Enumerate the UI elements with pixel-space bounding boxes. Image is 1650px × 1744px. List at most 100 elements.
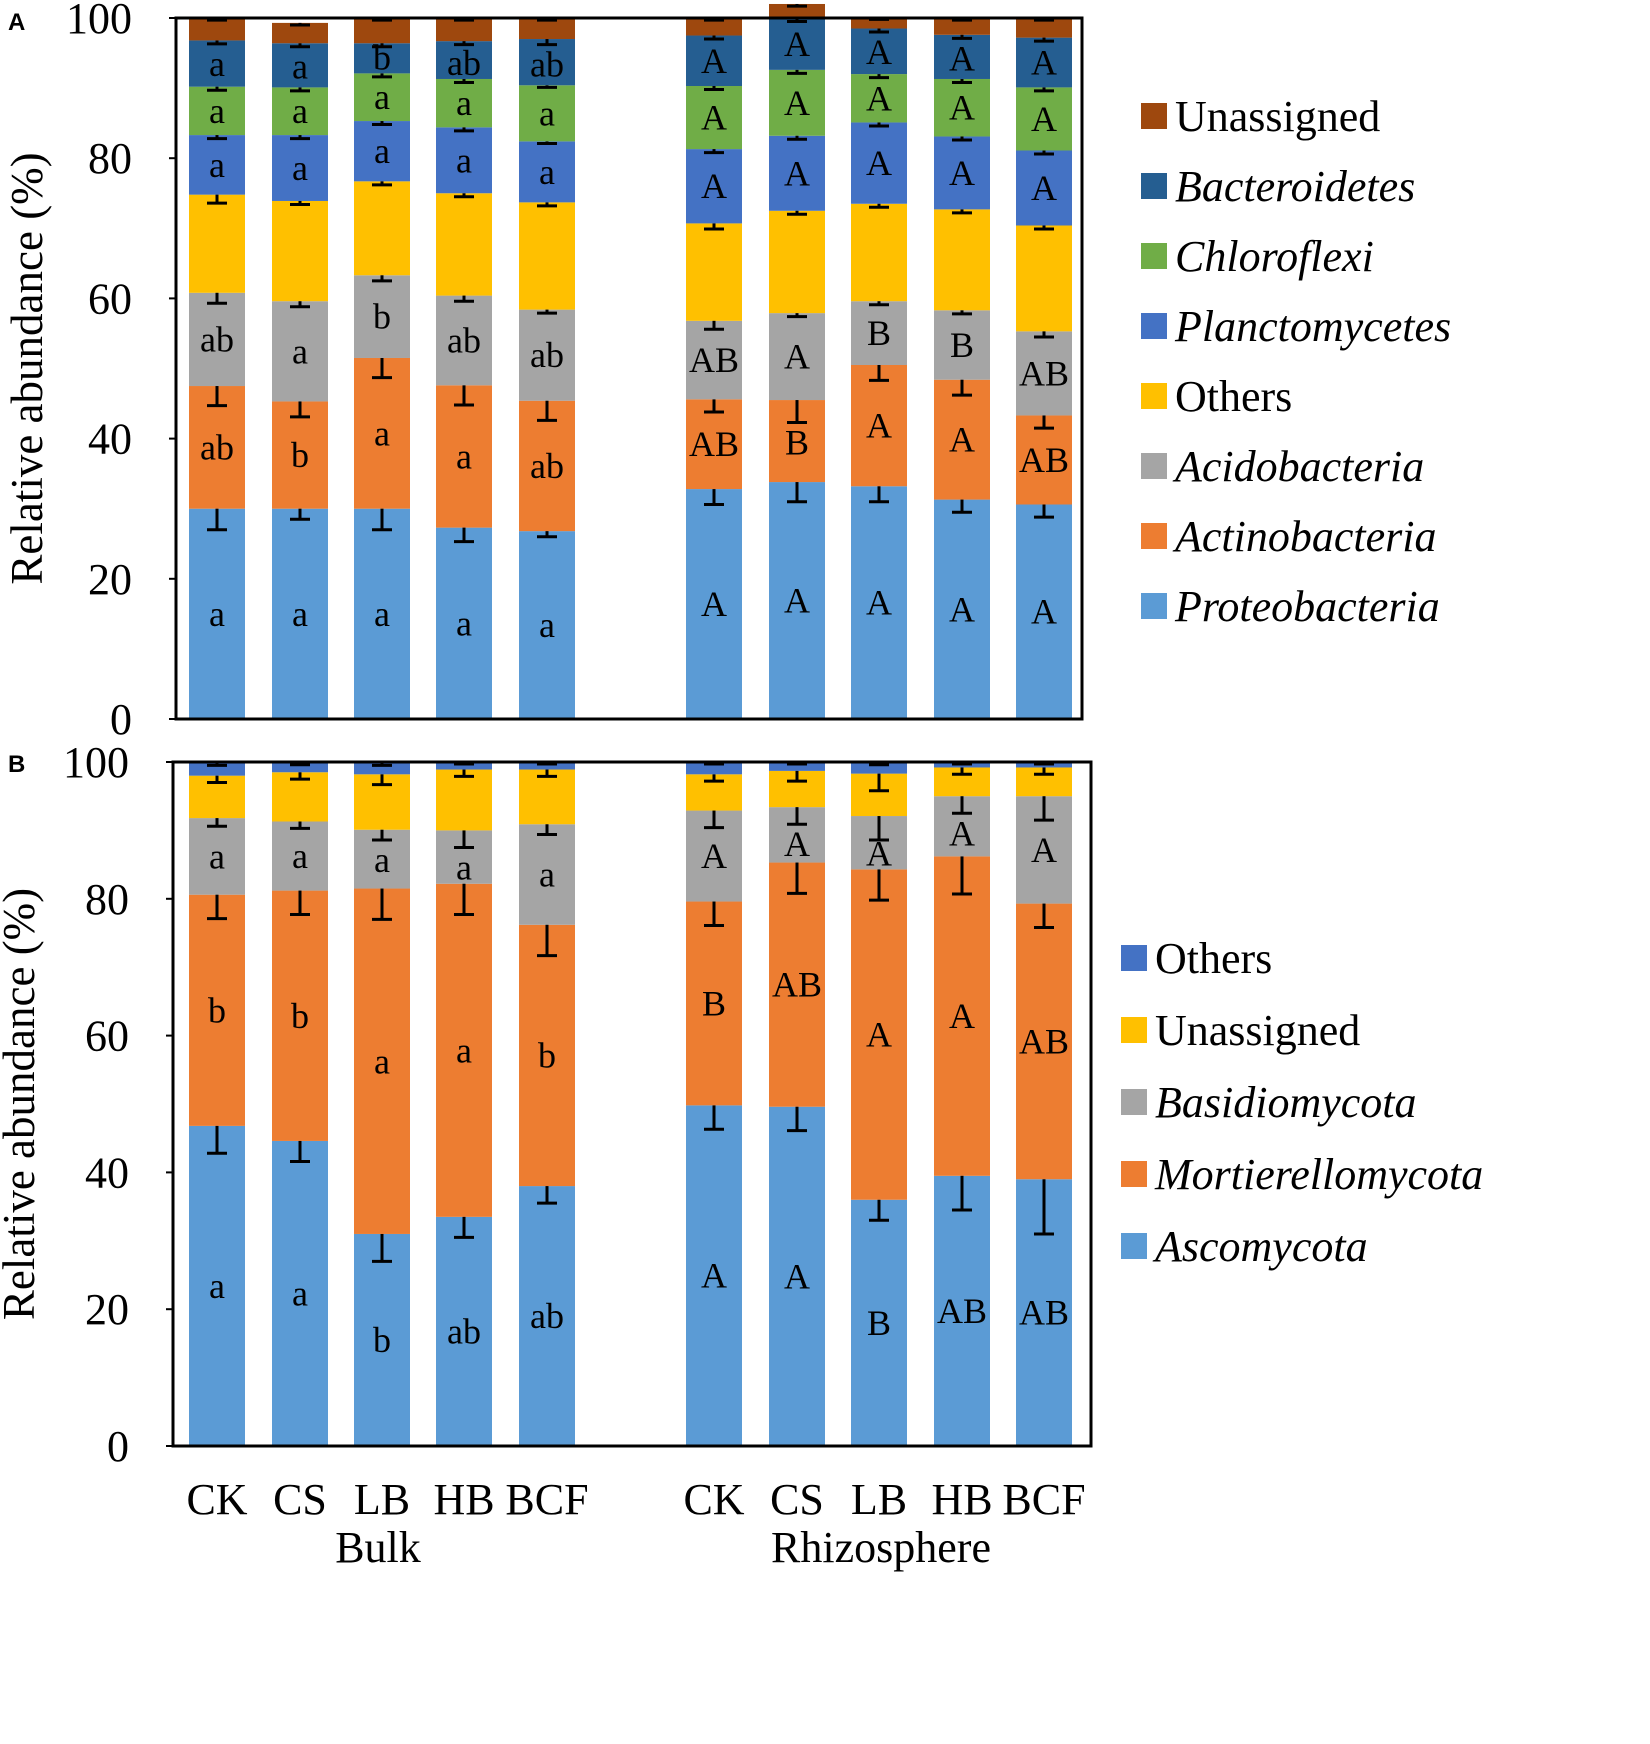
bar-segment-chloroflexi <box>686 85 742 150</box>
significance-letter: a <box>209 44 225 84</box>
x-tick-label: BCF <box>505 1475 588 1524</box>
bar-segment-others <box>769 762 825 771</box>
bar-segment-proteobacteria <box>769 482 825 719</box>
bar-segment-ascomycota <box>851 1199 907 1446</box>
bar-segment-acidobacteria <box>934 310 990 380</box>
significance-letter: ab <box>530 1296 564 1336</box>
bar-segment-others <box>436 193 492 296</box>
significance-letter: A <box>701 41 727 81</box>
significance-letter: AB <box>1019 440 1069 480</box>
legend-label-acidobacteria: Acidobacteria <box>1172 442 1424 491</box>
significance-letter: a <box>292 594 308 634</box>
significance-letter: b <box>291 435 309 475</box>
bar-segment-proteobacteria <box>272 508 328 719</box>
significance-letter: ab <box>530 335 564 375</box>
significance-letter: b <box>373 37 391 77</box>
bar-segment-acidobacteria <box>354 275 410 358</box>
bar-segment-actinobacteria <box>1016 415 1072 505</box>
significance-letter: A <box>949 420 975 460</box>
significance-letter: ab <box>530 446 564 486</box>
bar-segment-planctomycetes <box>769 135 825 211</box>
significance-letter: A <box>784 83 810 123</box>
significance-letter: ab <box>447 43 481 83</box>
legend-label-chloroflexi: Chloroflexi <box>1175 232 1374 281</box>
bar-segment-acidobacteria <box>1016 331 1072 416</box>
bar-segment-ascomycota <box>769 1106 825 1446</box>
bar-segment-bacteroidetes <box>686 35 742 86</box>
bar-segment-actinobacteria <box>851 364 907 487</box>
bar-segment-bacteroidetes <box>851 28 907 75</box>
y-tick-label: 0 <box>110 695 132 744</box>
significance-letter: a <box>292 91 308 131</box>
significance-letter: A <box>784 337 810 377</box>
bar-segment-mortierellomycota <box>354 888 410 1234</box>
bar-segment-basidiomycota <box>189 818 245 895</box>
bar-segment-acidobacteria <box>519 309 575 401</box>
bar-segment-chloroflexi <box>769 69 825 136</box>
bar-segment-planctomycetes <box>519 141 575 203</box>
bar-segment-ascomycota <box>436 1216 492 1446</box>
significance-letter: a <box>209 91 225 131</box>
legend-label-proteobacteria: Proteobacteria <box>1174 582 1440 631</box>
bar-segment-bacteroidetes <box>934 34 990 79</box>
bar-segment-others <box>851 203 907 302</box>
bar-segment-acidobacteria <box>851 301 907 365</box>
bar-segment-others <box>189 194 245 293</box>
legend-swatch-actinobacteria <box>1141 523 1167 549</box>
significance-letter: A <box>1031 168 1057 208</box>
x-tick-label: BCF <box>1002 1475 1085 1524</box>
bar-segment-proteobacteria <box>354 508 410 719</box>
bar-segment-others <box>272 762 328 773</box>
bar-segment-others <box>934 209 990 311</box>
bar-segment-planctomycetes <box>1016 150 1072 226</box>
legend-label-ascomycota: Ascomycota <box>1152 1222 1368 1271</box>
significance-letter: A <box>866 833 892 873</box>
bar-segment-others <box>519 762 575 770</box>
bar-segment-chloroflexi <box>436 78 492 128</box>
panel-label: B <box>8 751 25 778</box>
bar-segment-unassigned <box>1016 18 1072 38</box>
x-tick-label: CK <box>683 1475 744 1524</box>
significance-letter: A <box>866 1015 892 1055</box>
bar-segment-acidobacteria <box>272 301 328 402</box>
legend-label-mortierellomycota: Mortierellomycota <box>1154 1150 1483 1199</box>
significance-letter: B <box>867 313 891 353</box>
bar-segment-bacteroidetes <box>769 18 825 70</box>
significance-letter: a <box>539 605 555 645</box>
significance-letter: a <box>209 836 225 876</box>
y-tick-label: 80 <box>85 875 129 924</box>
significance-letter: AB <box>1019 1021 1069 1061</box>
bar-segment-actinobacteria <box>519 400 575 532</box>
bar-segment-others <box>189 763 245 776</box>
legend-swatch-basidiomycota <box>1121 1089 1147 1115</box>
bar-segment-actinobacteria <box>272 401 328 509</box>
bar-segment-proteobacteria <box>519 531 575 719</box>
bar-segment-acidobacteria <box>436 295 492 386</box>
significance-letter: B <box>950 325 974 365</box>
legend-swatch-others <box>1141 383 1167 409</box>
x-tick-label: CS <box>770 1475 824 1524</box>
bar-segment-unassigned <box>686 18 742 36</box>
bar-segment-chloroflexi <box>189 86 245 136</box>
significance-letter: A <box>949 589 975 629</box>
bar-segment-others <box>851 762 907 774</box>
bar-segment-planctomycetes <box>686 149 742 224</box>
significance-letter: A <box>784 1256 810 1296</box>
bar-segment-proteobacteria <box>686 489 742 719</box>
significance-letter: a <box>374 840 390 880</box>
bar-segment-unassigned <box>851 17 907 29</box>
bar-segment-mortierellomycota <box>519 924 575 1187</box>
bar-segment-ascomycota <box>354 1233 410 1446</box>
significance-letter: A <box>701 836 727 876</box>
y-tick-label: 20 <box>88 555 132 604</box>
bar-segment-ascomycota <box>272 1140 328 1446</box>
significance-letter: ab <box>200 319 234 359</box>
legend-label-basidiomycota: Basidiomycota <box>1155 1078 1417 1127</box>
y-tick-label: 80 <box>88 134 132 183</box>
significance-letter: A <box>784 24 810 64</box>
significance-letter: A <box>949 996 975 1036</box>
